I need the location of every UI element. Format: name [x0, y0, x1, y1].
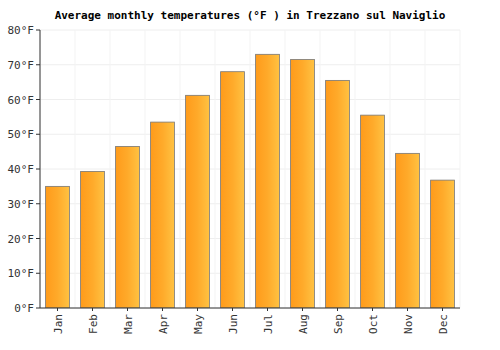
grid-line-vertical [110, 30, 111, 308]
x-axis [40, 308, 460, 309]
grid-line-vertical [145, 30, 146, 308]
x-tick-label: Jan [52, 314, 65, 334]
title: Average monthly temperatures (°F ) in Tr… [55, 9, 446, 22]
bar [151, 122, 175, 308]
y-tick-label: 10°F [8, 267, 35, 280]
bar [256, 54, 280, 308]
y-tick-label: 0°F [14, 302, 34, 315]
bar [116, 146, 140, 308]
grid-line-vertical [355, 30, 356, 308]
y-tick-label: 40°F [8, 163, 35, 176]
x-tick [232, 308, 233, 311]
x-tick-label: Aug [297, 314, 310, 334]
x-tick-label: Sep [332, 314, 345, 334]
x-tick [162, 308, 163, 311]
y-tick [36, 169, 40, 170]
x-tick [442, 308, 443, 311]
grid-line-vertical [285, 30, 286, 308]
x-tick [57, 308, 58, 311]
x-tick-label: Nov [402, 314, 415, 334]
bar [221, 72, 245, 308]
x-tick-label: May [192, 314, 205, 334]
x-tick [267, 308, 268, 311]
y-tick [36, 203, 40, 204]
y-tick [36, 273, 40, 274]
grid [40, 30, 460, 308]
grid-line-vertical [180, 30, 181, 308]
x-tick [197, 308, 198, 311]
y-tick [36, 99, 40, 100]
grid-line-vertical [215, 30, 216, 308]
y-tick-label: 70°F [8, 59, 35, 72]
x-tick [92, 308, 93, 311]
x-tick-label: Mar [122, 314, 135, 334]
y-tick-label: 80°F [8, 24, 35, 37]
grid-line-vertical [40, 30, 41, 308]
chart: Average monthly temperatures (°F ) in Tr… [0, 0, 500, 350]
y-tick-label: 30°F [8, 198, 35, 211]
grid-line-vertical [460, 30, 461, 308]
bar [291, 60, 315, 308]
x-tick-label: Dec [437, 314, 450, 334]
x-tick-label: Oct [367, 314, 380, 334]
bar [186, 95, 210, 308]
x-tick [302, 308, 303, 311]
grid-line-vertical [390, 30, 391, 308]
y-tick-label: 60°F [8, 94, 35, 107]
x-tick [337, 308, 338, 311]
y-tick [36, 308, 40, 309]
y-tick [36, 134, 40, 135]
x-tick [127, 308, 128, 311]
x-tick-label: Jun [227, 314, 240, 334]
y-axis [40, 30, 41, 308]
x-tick-label: Jul [262, 314, 275, 334]
grid-line-vertical [425, 30, 426, 308]
x-tick-label: Feb [87, 314, 100, 334]
grid-line-vertical [320, 30, 321, 308]
bar [326, 80, 350, 308]
grid-line-vertical [75, 30, 76, 308]
bar [361, 115, 385, 308]
grid-line-vertical [250, 30, 251, 308]
y-tick [36, 64, 40, 65]
bar [431, 180, 455, 308]
x-tick [407, 308, 408, 311]
y-tick-label: 20°F [8, 233, 35, 246]
y-tick-label: 50°F [8, 128, 35, 141]
bar [81, 171, 105, 308]
x-tick-label: Apr [157, 314, 170, 334]
bars [46, 54, 455, 308]
x-tick [372, 308, 373, 311]
y-tick [36, 30, 40, 31]
bar [396, 153, 420, 308]
bar [46, 186, 70, 308]
y-tick [36, 238, 40, 239]
grid-line [40, 308, 460, 309]
